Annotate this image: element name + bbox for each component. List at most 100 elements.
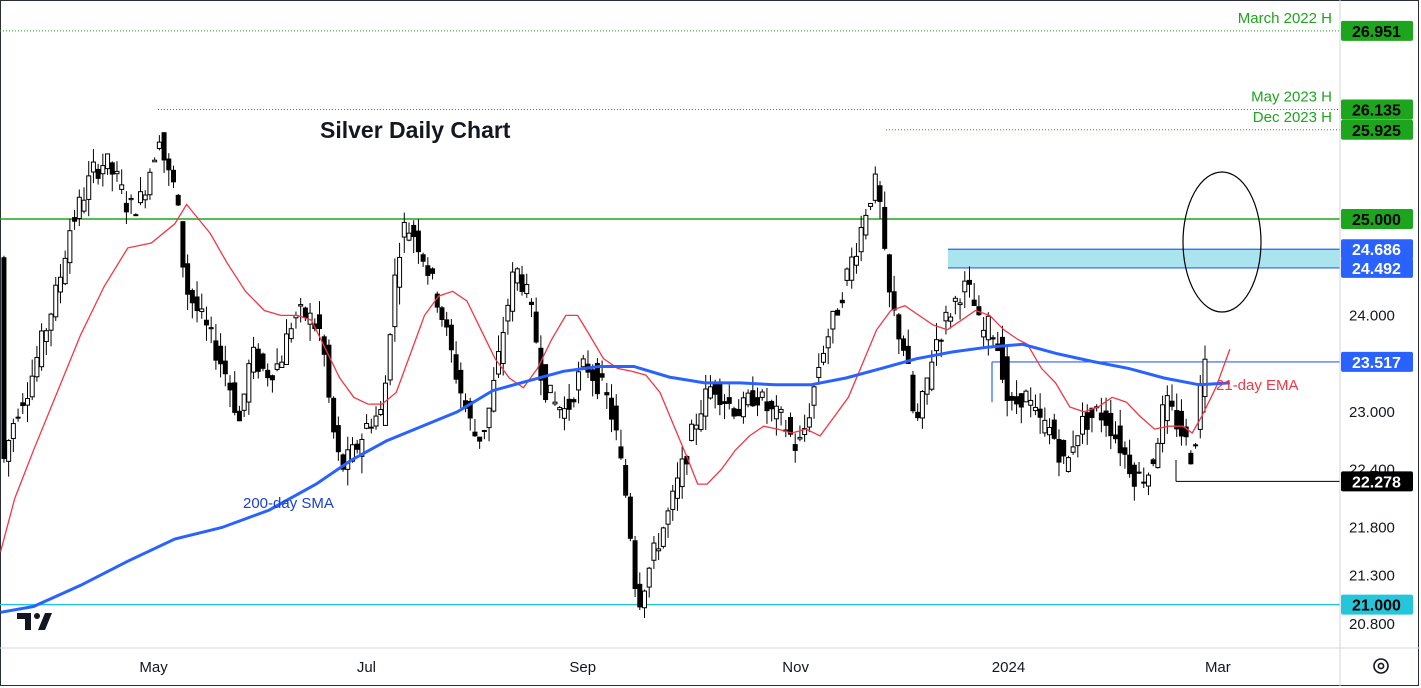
candle-down bbox=[335, 425, 341, 453]
candle-up bbox=[957, 302, 963, 306]
candle-down bbox=[1089, 407, 1095, 419]
candle-up bbox=[152, 159, 158, 163]
candle-up bbox=[392, 274, 398, 328]
candle-up bbox=[279, 361, 285, 368]
candle-up bbox=[1145, 474, 1151, 487]
candle-down bbox=[161, 132, 167, 161]
candle-down bbox=[326, 344, 332, 398]
candle-down bbox=[1084, 412, 1090, 430]
candle-down bbox=[755, 397, 761, 406]
candle-up bbox=[660, 527, 666, 547]
candle-down bbox=[1178, 410, 1184, 437]
candle-down bbox=[1, 257, 7, 460]
candle-up bbox=[679, 458, 685, 488]
candle-up bbox=[382, 382, 388, 426]
candle-down bbox=[123, 202, 129, 213]
candle-up bbox=[952, 297, 958, 302]
indicator-lines-layer bbox=[0, 171, 1262, 614]
candle-up bbox=[806, 417, 812, 428]
candle-down bbox=[218, 345, 224, 365]
price-tag-bg bbox=[1341, 99, 1413, 120]
candle-down bbox=[533, 311, 539, 343]
candle-down bbox=[1136, 471, 1142, 474]
candle-up bbox=[576, 371, 582, 391]
candle-down bbox=[566, 398, 572, 410]
candle-up bbox=[1155, 442, 1161, 469]
candle-down bbox=[519, 274, 525, 292]
candle-up bbox=[486, 407, 492, 429]
candle-up bbox=[1023, 390, 1029, 403]
candle-up bbox=[820, 352, 826, 363]
candle-down bbox=[453, 354, 459, 380]
gear-inner bbox=[1377, 662, 1385, 670]
candle-up bbox=[406, 232, 412, 241]
candle-down bbox=[269, 375, 275, 381]
candle-up bbox=[100, 165, 106, 175]
candle-up bbox=[943, 311, 949, 322]
candle-up bbox=[1028, 399, 1034, 406]
candle-down bbox=[1169, 400, 1175, 407]
candle-up bbox=[208, 327, 214, 330]
candle-up bbox=[81, 199, 87, 212]
candle-up bbox=[397, 256, 403, 288]
candle-up bbox=[142, 194, 148, 201]
candle-down bbox=[265, 369, 271, 379]
candle-down bbox=[222, 360, 228, 375]
candle-up bbox=[811, 386, 817, 406]
candle-down bbox=[170, 169, 176, 183]
candle-up bbox=[693, 424, 699, 430]
price-tag-bg bbox=[1341, 594, 1413, 615]
candle-up bbox=[816, 366, 822, 378]
candle-down bbox=[604, 392, 610, 396]
candle-up bbox=[934, 339, 940, 352]
price-tag-text: 25.925 bbox=[1352, 123, 1401, 140]
gear-icon[interactable] bbox=[1373, 658, 1389, 674]
candle-down bbox=[590, 369, 596, 381]
candle-up bbox=[740, 397, 746, 418]
candle-down bbox=[95, 168, 101, 179]
candle-up bbox=[665, 510, 671, 525]
candle-up bbox=[1042, 419, 1048, 434]
candle-down bbox=[1127, 454, 1133, 475]
candles-layer bbox=[1, 132, 1208, 618]
candle-up bbox=[656, 548, 662, 552]
candle-down bbox=[618, 446, 624, 459]
candle-up bbox=[6, 440, 12, 462]
candle-up bbox=[985, 315, 991, 341]
candle-up bbox=[86, 175, 92, 200]
candle-up bbox=[651, 542, 657, 561]
candle-up bbox=[703, 388, 709, 417]
candle-up bbox=[387, 334, 393, 381]
x-tick-label: Nov bbox=[782, 659, 809, 676]
tradingview-logo[interactable] bbox=[17, 613, 52, 630]
price-tag-text: 22.278 bbox=[1352, 474, 1401, 491]
candle-up bbox=[1032, 406, 1038, 412]
candle-down bbox=[175, 194, 181, 206]
price-tags-layer: 26.951 26.135 25.925 25.000 24.686 24.492 23.5… bbox=[1341, 20, 1413, 615]
candle-up bbox=[76, 196, 82, 219]
candle-up bbox=[552, 401, 558, 405]
price-tag-bg bbox=[1341, 471, 1413, 492]
candle-down bbox=[736, 408, 742, 417]
candle-down bbox=[1098, 412, 1104, 421]
sma-label: 200-day SMA bbox=[243, 495, 334, 512]
candle-down bbox=[788, 417, 794, 435]
candle-up bbox=[641, 590, 647, 609]
x-tick-label: 2024 bbox=[992, 659, 1025, 676]
candle-down bbox=[613, 405, 619, 431]
candle-up bbox=[15, 416, 21, 419]
candle-down bbox=[599, 373, 605, 378]
y-tick-label: 20.800 bbox=[1349, 616, 1395, 633]
candle-down bbox=[354, 443, 360, 450]
price-tag-text: 25.000 bbox=[1352, 212, 1401, 229]
candle-down bbox=[910, 374, 916, 412]
candle-down bbox=[792, 444, 798, 451]
candle-down bbox=[458, 369, 464, 394]
candle-down bbox=[340, 454, 346, 470]
candle-up bbox=[128, 197, 134, 201]
candle-up bbox=[1065, 457, 1071, 473]
candle-down bbox=[166, 158, 172, 171]
chart-title: Silver Daily Chart bbox=[320, 117, 511, 143]
